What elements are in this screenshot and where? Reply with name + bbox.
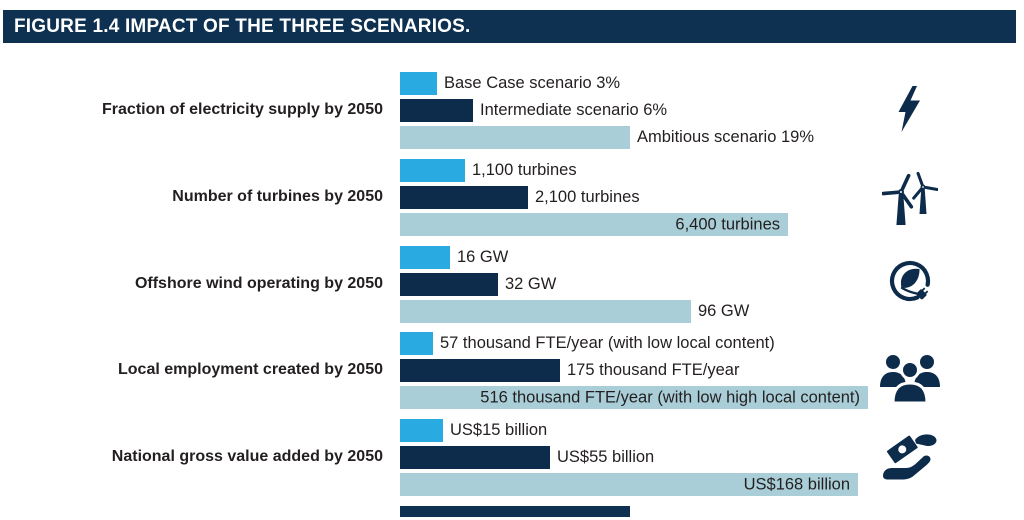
bar-row: 96 GW bbox=[400, 300, 749, 323]
bar-row: 16 GW bbox=[400, 246, 508, 269]
bar-value-label: 2,100 turbines bbox=[535, 188, 640, 206]
money-hand-icon bbox=[880, 431, 940, 485]
bar-value-label: US$55 billion bbox=[557, 448, 655, 466]
bar-value-label: 96 GW bbox=[698, 302, 750, 320]
bar-ambitious: 516 thousand FTE/year (with low high loc… bbox=[400, 386, 868, 409]
bar-row: Ambitious scenario 19% bbox=[400, 126, 814, 149]
bar-row: 175 thousand FTE/year bbox=[400, 359, 739, 382]
bar-value-label: 32 GW bbox=[505, 275, 557, 293]
wind-turbines-icon bbox=[882, 167, 938, 227]
bar-intermediate bbox=[400, 359, 560, 382]
bar-row: 516 thousand FTE/year (with low high loc… bbox=[400, 386, 868, 409]
bar-base-case bbox=[400, 419, 443, 442]
bar-value-label: 1,100 turbines bbox=[472, 161, 577, 179]
lightning-icon bbox=[897, 86, 921, 132]
bar-intermediate bbox=[400, 446, 550, 469]
bar-row: 6,400 turbines bbox=[400, 213, 788, 236]
footer-accent-bar bbox=[400, 506, 630, 517]
category-label-offshore-wind: Offshore wind operating by 2050 bbox=[134, 275, 383, 292]
bar-intermediate bbox=[400, 186, 528, 209]
bar-value-label: Ambitious scenario 19% bbox=[637, 128, 815, 146]
bar-ambitious: US$168 billion bbox=[400, 473, 858, 496]
category-label-electricity: Fraction of electricity supply by 2050 bbox=[102, 101, 383, 118]
bar-value-label: 16 GW bbox=[457, 248, 509, 266]
bar-intermediate bbox=[400, 273, 498, 296]
bar-intermediate bbox=[400, 99, 473, 122]
bar-value-label: 175 thousand FTE/year bbox=[567, 361, 740, 379]
bar-value-label: US$168 billion bbox=[743, 475, 850, 493]
category-label-turbines: Number of turbines by 2050 bbox=[172, 188, 383, 205]
bar-row: 32 GW bbox=[400, 273, 556, 296]
bar-row: 57 thousand FTE/year (with low local con… bbox=[400, 332, 775, 355]
bar-ambitious bbox=[400, 300, 691, 323]
bar-value-label: US$15 billion bbox=[450, 421, 548, 439]
bar-row: 2,100 turbines bbox=[400, 186, 640, 209]
category-label-gross-value: National gross value added by 2050 bbox=[111, 448, 383, 465]
bar-row: Base Case scenario 3% bbox=[400, 72, 620, 95]
bar-value-label: 516 thousand FTE/year (with low high loc… bbox=[480, 388, 860, 406]
bar-row: Intermediate scenario 6% bbox=[400, 99, 667, 122]
bar-value-label: 6,400 turbines bbox=[675, 215, 780, 233]
bar-ambitious: 6,400 turbines bbox=[400, 213, 788, 236]
bar-base-case bbox=[400, 72, 437, 95]
bar-row: 1,100 turbines bbox=[400, 159, 577, 182]
bar-ambitious bbox=[400, 126, 630, 149]
bar-row: US$55 billion bbox=[400, 446, 654, 469]
bar-row: US$15 billion bbox=[400, 419, 547, 442]
bar-base-case bbox=[400, 246, 450, 269]
bar-row: US$168 billion bbox=[400, 473, 858, 496]
bar-value-label: Base Case scenario 3% bbox=[444, 74, 621, 92]
figure-title: FIGURE 1.4 IMPACT OF THE THREE SCENARIOS… bbox=[3, 10, 1016, 43]
bar-base-case bbox=[400, 159, 465, 182]
bar-value-label: Intermediate scenario 6% bbox=[480, 101, 668, 119]
category-label-employment: Local employment created by 2050 bbox=[118, 361, 383, 378]
bar-base-case bbox=[400, 332, 433, 355]
bar-value-label: 57 thousand FTE/year (with low local con… bbox=[440, 334, 775, 352]
people-icon bbox=[878, 351, 942, 403]
green-energy-icon bbox=[888, 259, 932, 303]
